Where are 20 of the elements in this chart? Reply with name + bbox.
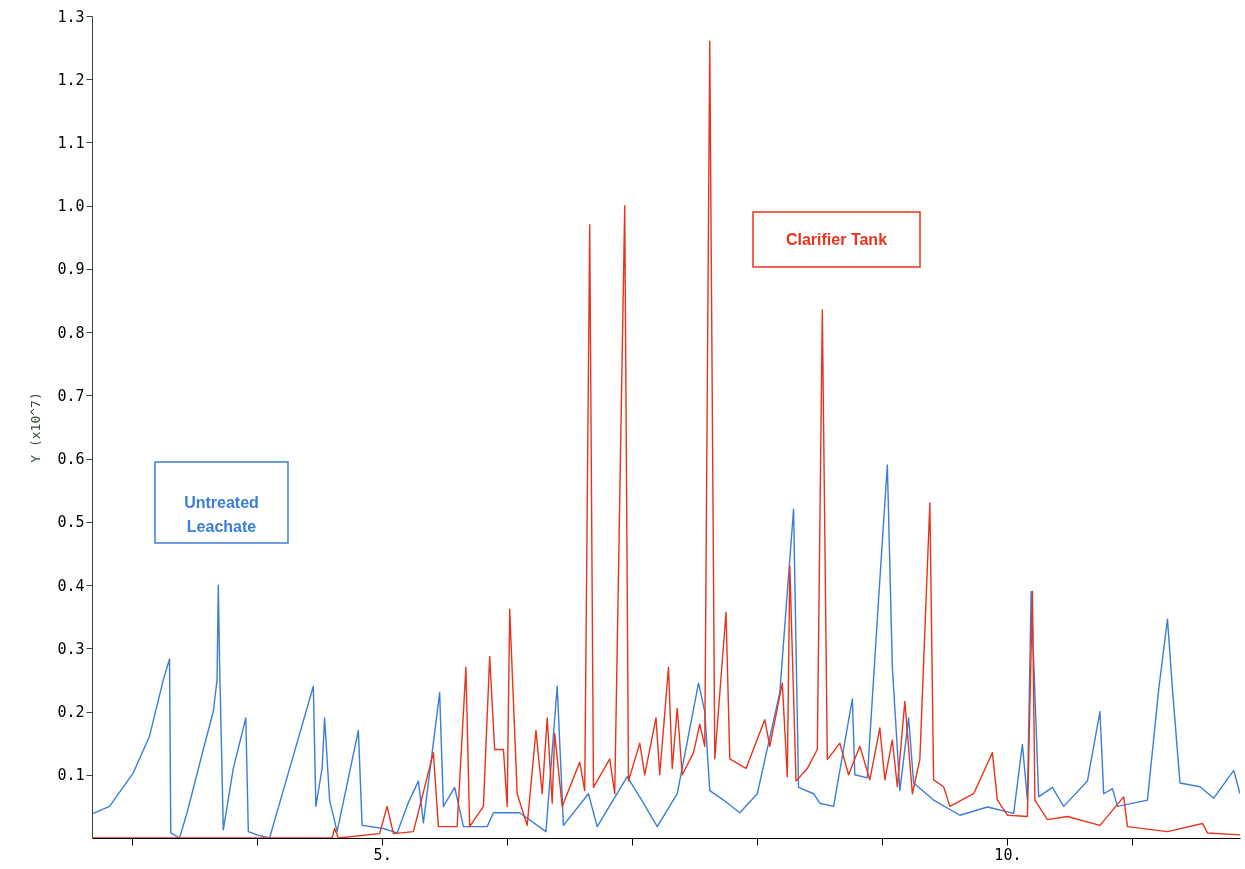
y-tick-label: 1.1 xyxy=(57,133,85,152)
y-tick-label: 0.6 xyxy=(57,450,85,469)
y-tick-label: 1.0 xyxy=(57,197,85,216)
y-tick-label: 0.8 xyxy=(57,323,85,342)
y-tick-label: 1.3 xyxy=(57,7,85,26)
y-tick-label: 0.9 xyxy=(57,260,85,279)
y-axis-title: Y (x10^7) xyxy=(28,392,44,463)
y-tick-label: 1.2 xyxy=(57,70,85,89)
x-tick-label: 5. xyxy=(373,845,392,864)
y-tick-label: 0.2 xyxy=(57,703,85,722)
text: Untreated Leachate xyxy=(184,493,259,535)
line-series xyxy=(92,464,1240,838)
text: Clarifier Tank xyxy=(785,230,888,248)
y-tick-label: 0.4 xyxy=(57,576,85,595)
line-series xyxy=(92,40,1240,838)
y-tick-label: 0.7 xyxy=(57,386,85,405)
y-tick-label: 0.5 xyxy=(57,513,85,532)
y-tick-label: 0.3 xyxy=(57,639,85,658)
y-tick-label: 0.1 xyxy=(57,766,85,785)
x-tick-label: 10. xyxy=(994,845,1022,864)
